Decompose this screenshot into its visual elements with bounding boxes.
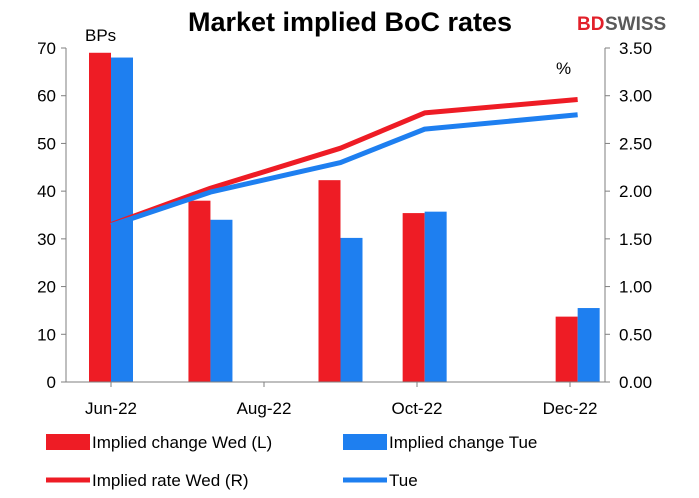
left-axis-unit: BPs <box>85 26 116 45</box>
bar-implied-change-wed <box>555 316 578 382</box>
bar-implied-change-wed <box>318 180 341 382</box>
left-tick-label: 0 <box>47 373 56 392</box>
legend: Implied change Wed (L) Implied change Tue… <box>46 433 537 490</box>
x-tick-label: Aug-22 <box>237 399 292 418</box>
legend-implied-change-wed-swatch <box>46 434 90 450</box>
brand-logo-swiss: SWISS <box>605 14 666 35</box>
left-tick-label: 50 <box>37 134 56 153</box>
right-tick-label: 0.50 <box>619 325 652 344</box>
axes: 0 10 20 30 40 50 60 70 0.00 0.50 1.00 1.50 2.00 2.50 3… <box>37 39 652 418</box>
legend-implied-rate-wed-label: Implied rate Wed (R) <box>92 471 249 490</box>
line-implied-rate-wed <box>110 97 578 227</box>
left-tick-label: 30 <box>37 230 56 249</box>
lines <box>110 97 578 228</box>
bar-implied-change-wed <box>188 200 211 382</box>
left-tick-label: 10 <box>37 325 56 344</box>
chart-title: Market implied BoC rates <box>188 7 512 37</box>
legend-implied-change-tue-label: Implied change Tue <box>389 433 537 452</box>
line-tue <box>110 112 578 228</box>
left-tick-label: 70 <box>37 39 56 58</box>
left-tick-label: 60 <box>37 87 56 106</box>
bar-implied-change-tue <box>210 219 233 382</box>
right-tick-label: 3.50 <box>619 39 652 58</box>
brand-logo-bd: BD <box>577 14 604 35</box>
legend-implied-change-tue-swatch <box>343 434 387 450</box>
bar-implied-change-tue <box>340 237 363 382</box>
right-tick-label: 3.00 <box>619 87 652 106</box>
brand-logo: BD SWISS <box>577 14 666 35</box>
right-axis-unit: % <box>556 59 571 78</box>
left-tick-label: 40 <box>37 182 56 201</box>
right-tick-label: 2.50 <box>619 134 652 153</box>
bar-implied-change-wed <box>402 213 425 382</box>
bars <box>89 52 600 383</box>
legend-tue-label: Tue <box>389 471 418 490</box>
legend-implied-change-wed-label: Implied change Wed (L) <box>92 433 272 452</box>
bar-implied-change-tue <box>577 308 600 382</box>
left-tick-label: 20 <box>37 278 56 297</box>
x-tick-label: Oct-22 <box>391 399 442 418</box>
bar-implied-change-wed <box>89 52 111 383</box>
right-tick-label: 2.00 <box>619 182 652 201</box>
right-tick-label: 1.00 <box>619 278 652 297</box>
x-tick-label: Jun-22 <box>85 399 137 418</box>
right-tick-label: 1.50 <box>619 230 652 249</box>
bar-implied-change-tue <box>424 211 447 382</box>
right-tick-label: 0.00 <box>619 373 652 392</box>
x-tick-label: Dec-22 <box>543 399 598 418</box>
